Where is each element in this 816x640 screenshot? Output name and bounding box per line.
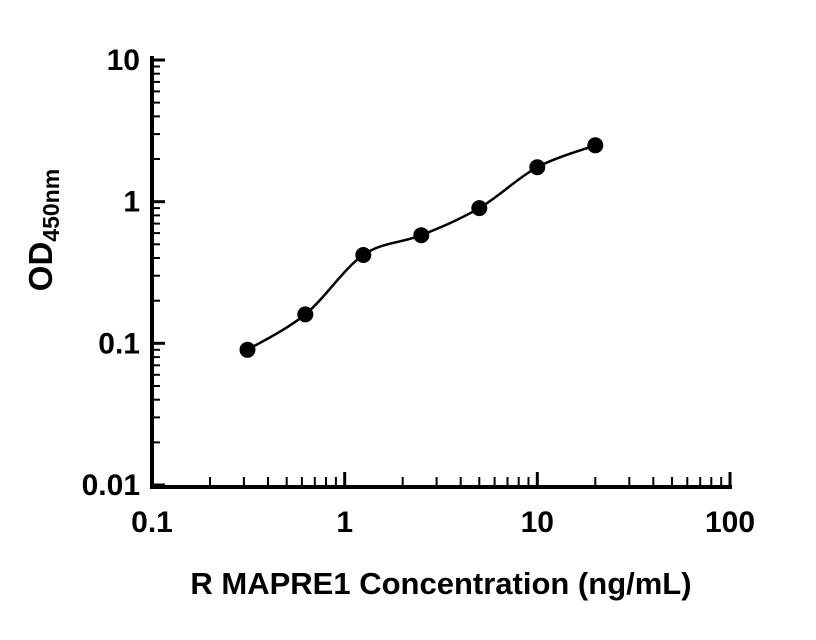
y-axis-title-main: OD: [22, 242, 59, 292]
data-point: [297, 306, 314, 323]
data-point: [239, 341, 256, 358]
x-tick-label: 1: [336, 506, 353, 539]
y-tick-label: 0.01: [82, 469, 140, 502]
plot-layer: 0.1 1 10 100 0.01 0.1 1 10: [82, 44, 755, 539]
x-tick-label: 100: [705, 506, 755, 539]
data-point: [355, 247, 372, 263]
x-tick-label: 0.1: [131, 506, 173, 539]
data-point: [413, 227, 430, 244]
x-tick-label: 10: [521, 506, 554, 539]
y-axis-title: OD450nm: [22, 169, 64, 291]
data-point: [529, 159, 546, 176]
y-tick-label: 0.1: [98, 327, 140, 360]
y-tick-label: 10: [107, 44, 140, 77]
y-tick-label: 1: [123, 186, 140, 219]
data-point: [471, 200, 488, 217]
x-axis-title: R MAPRE1 Concentration (ng/mL): [190, 566, 691, 601]
data-point: [587, 137, 604, 154]
y-axis-title-subscript: 450nm: [38, 169, 64, 242]
